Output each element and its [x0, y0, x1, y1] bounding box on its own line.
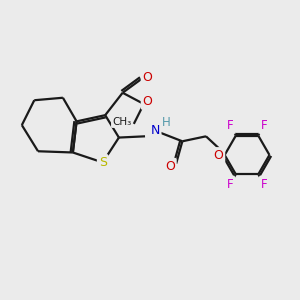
Text: F: F	[227, 178, 234, 190]
Text: H: H	[162, 116, 170, 129]
Text: S: S	[99, 156, 107, 169]
Text: O: O	[165, 160, 175, 173]
Text: O: O	[214, 149, 224, 162]
Text: O: O	[142, 71, 152, 84]
Text: F: F	[227, 119, 234, 132]
Text: F: F	[260, 119, 267, 132]
Text: O: O	[142, 95, 152, 108]
Text: N: N	[150, 124, 160, 136]
Text: CH₃: CH₃	[112, 117, 131, 127]
Text: F: F	[260, 178, 267, 190]
